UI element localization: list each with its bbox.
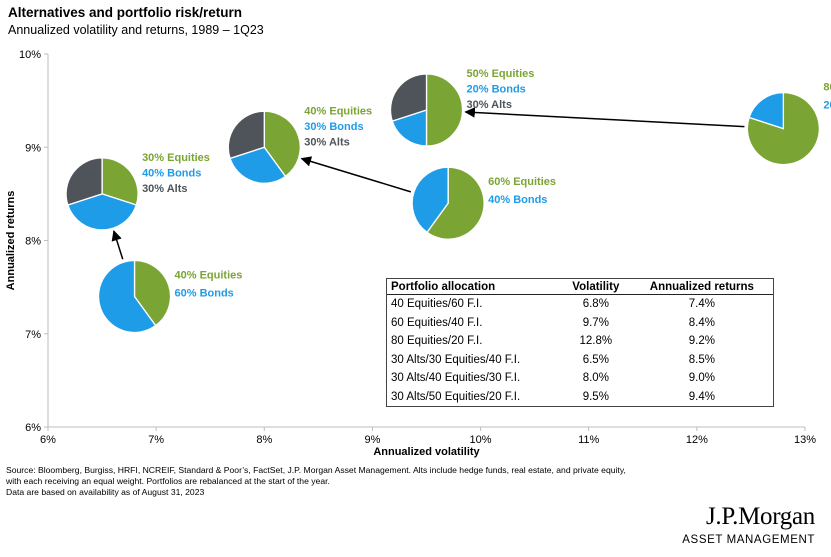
pie-slice-bonds: [97, 259, 157, 334]
cell-allocation: 60 Equities/40 F.I.: [391, 316, 483, 329]
x-axis-label: Annualized volatility: [373, 446, 480, 458]
x-tick-label: 11%: [578, 434, 599, 446]
cell-returns: 8.5%: [688, 353, 715, 366]
x-tick-label: 7%: [148, 434, 164, 446]
x-tick-label: 12%: [686, 434, 708, 446]
pie-label: 40% Equities: [304, 105, 372, 117]
x-tick-label: 13%: [794, 434, 816, 446]
pie-label: 20% Bonds: [823, 100, 831, 112]
chart-subtitle: Annualized volatility and returns, 1989 …: [8, 23, 264, 37]
arrow: [300, 156, 412, 193]
cell-returns: 7.4%: [688, 298, 715, 310]
pie-label: 50% Equities: [467, 68, 535, 80]
y-tick-label: 8%: [25, 236, 41, 248]
cell-volatility: 6.5%: [582, 353, 609, 366]
y-axis-label: Annualized returns: [5, 191, 17, 291]
pie-label: 40% Bonds: [142, 167, 201, 179]
pie-slice-alts: [65, 157, 103, 206]
pie-slice-bonds: [411, 166, 449, 234]
cell-allocation: 40 Equities/60 F.I.: [391, 298, 483, 310]
cell-volatility: 8.0%: [582, 372, 609, 384]
cell-volatility: 9.7%: [582, 316, 609, 329]
pie-slice-equities: [425, 73, 464, 147]
x-tick-label: 10%: [470, 434, 492, 446]
arrow: [111, 230, 124, 260]
portfolio-table: Portfolio allocation Volatility Annualiz…: [386, 278, 774, 407]
table-row: 30 Alts/40 Equities/30 F.I. 8.0% 9.0%: [387, 369, 773, 388]
asset-management-logo-text: ASSET MANAGEMENT: [682, 534, 815, 546]
pie-label: 20% Bonds: [467, 83, 526, 95]
pie-slice-equities: [426, 166, 485, 240]
cell-returns: 9.2%: [688, 335, 715, 347]
pie-label: 40% Equities: [175, 269, 243, 281]
pie-slice-bonds: [67, 193, 138, 231]
y-tick-label: 9%: [25, 142, 41, 154]
table-row: 30 Alts/50 Equities/20 F.I. 9.5% 9.4%: [387, 388, 773, 407]
y-tick-label: 10%: [19, 49, 41, 61]
table-row: 80 Equities/20 F.I. 12.8% 9.2%: [387, 332, 773, 351]
source-line: Data are based on availability as of Aug…: [6, 487, 205, 497]
cell-allocation: 80 Equities/20 F.I.: [391, 335, 483, 347]
cell-volatility: 9.5%: [582, 390, 609, 403]
table-row: 40 Equities/60 F.I. 6.8% 7.4%: [387, 295, 773, 314]
pie-label: 60% Bonds: [175, 287, 234, 299]
x-tick-label: 8%: [256, 434, 272, 446]
source-note: Source: Bloomberg, Burgiss, HRFI, NCREIF…: [6, 465, 706, 498]
cell-volatility: 6.8%: [582, 298, 609, 310]
pie-slice-equities: [263, 110, 301, 178]
source-line: with each receiving an equal weight. Por…: [6, 476, 330, 486]
table-row: 30 Alts/30 Equities/40 F.I. 6.5% 8.5%: [387, 351, 773, 370]
pie-label: 30% Equities: [142, 152, 210, 164]
x-tick-label: 9%: [364, 434, 380, 446]
pie-label: 30% Alts: [304, 136, 349, 148]
arrow: [464, 107, 745, 128]
y-tick-label: 7%: [25, 329, 41, 341]
col-annualized-returns: Annualized returns: [630, 279, 773, 295]
pie-slice-equities: [133, 259, 172, 327]
cell-returns: 8.4%: [688, 316, 715, 329]
pie-label: 30% Bonds: [304, 121, 363, 133]
cell-returns: 9.0%: [688, 372, 715, 384]
cell-allocation: 30 Alts/30 Equities/40 F.I.: [391, 353, 521, 366]
pie-slice-alts: [389, 73, 428, 122]
chart-title: Alternatives and portfolio risk/return: [8, 5, 243, 20]
table-row: 60 Equities/40 F.I. 9.7% 8.4%: [387, 314, 773, 333]
x-tick-label: 6%: [40, 434, 56, 446]
pie-slice-equities: [101, 157, 139, 206]
pie-label: 30% Alts: [142, 183, 187, 195]
pie-slice-bonds: [229, 146, 287, 184]
cell-allocation: 30 Alts/50 Equities/20 F.I.: [391, 390, 521, 403]
pie-label: 60% Equities: [488, 176, 556, 188]
pie-slice-alts: [227, 110, 265, 160]
cell-allocation: 30 Alts/40 Equities/30 F.I.: [391, 372, 521, 384]
table-header-row: Portfolio allocation Volatility Annualiz…: [387, 279, 773, 295]
pie-label: 80% Equities: [823, 82, 831, 94]
pie-slice-bonds: [748, 91, 785, 130]
pie-label: 40% Bonds: [488, 194, 547, 206]
pie-label: 30% Alts: [467, 99, 512, 111]
cell-returns: 9.4%: [688, 390, 715, 403]
jpmorgan-logo: J.P.Morgan: [705, 503, 815, 530]
cell-volatility: 12.8%: [579, 335, 613, 347]
col-portfolio-allocation: Portfolio allocation: [387, 279, 561, 295]
y-tick-label: 6%: [25, 422, 41, 434]
col-volatility: Volatility: [560, 279, 631, 295]
source-line: Source: Bloomberg, Burgiss, HRFI, NCREIF…: [6, 465, 626, 475]
